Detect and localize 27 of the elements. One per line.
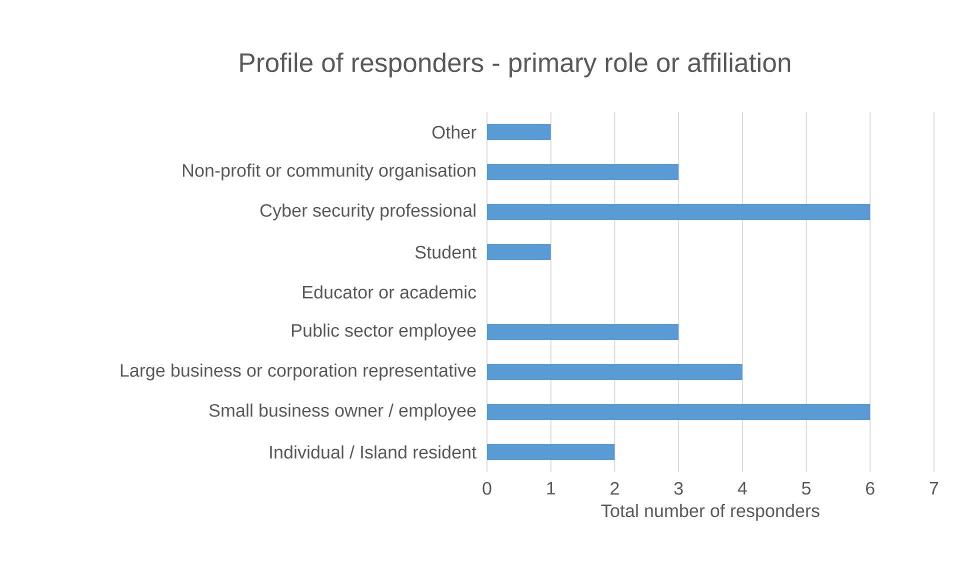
y-tick-label: Student bbox=[415, 245, 476, 259]
y-tick-label: Small business owner / employee bbox=[209, 404, 476, 420]
bar bbox=[487, 204, 870, 220]
y-tick-label: Large business or corporation representative bbox=[120, 364, 476, 380]
x-tick-label: 0 bbox=[482, 482, 492, 495]
x-tick-label: 6 bbox=[866, 482, 874, 495]
bar bbox=[487, 324, 679, 340]
y-tick-label: Other bbox=[432, 125, 476, 139]
y-tick-label: Non-profit or community organisation bbox=[182, 164, 476, 180]
x-tick-label: 5 bbox=[802, 482, 811, 495]
x-axis-title: Total number of responders bbox=[601, 504, 820, 521]
y-tick-label: Cyber security professional bbox=[260, 204, 476, 220]
y-tick-label: Individual / Island resident bbox=[270, 445, 476, 459]
x-tick-label: 2 bbox=[610, 482, 619, 495]
x-tick-label: 3 bbox=[674, 482, 683, 495]
bar bbox=[487, 364, 742, 380]
y-tick-label: Educator or academic bbox=[303, 285, 476, 299]
bar bbox=[487, 444, 615, 460]
x-tick-label: 7 bbox=[930, 482, 938, 494]
x-tick-label: 1 bbox=[547, 482, 555, 494]
bar bbox=[487, 404, 870, 420]
bar bbox=[487, 124, 551, 140]
x-tick-label: 4 bbox=[738, 482, 747, 494]
chart-title: Profile of responders - primary role or affiliation bbox=[240, 52, 790, 78]
bar bbox=[487, 244, 551, 260]
y-tick-label: Public sector employee bbox=[292, 324, 476, 340]
bar bbox=[487, 164, 679, 180]
